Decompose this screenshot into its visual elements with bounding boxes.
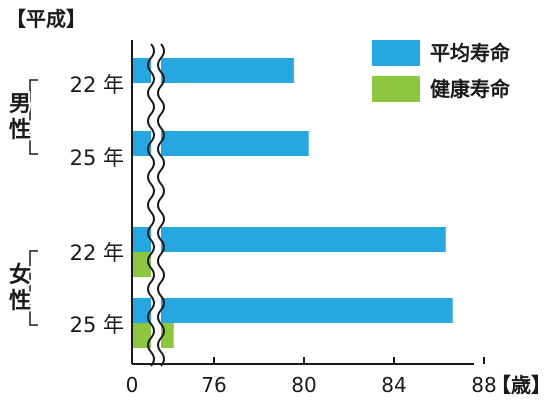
group-label-0-char-0: 男 — [9, 92, 31, 117]
legend-swatch-average — [372, 40, 420, 66]
legend-label-healthy: 健康寿命 — [430, 77, 510, 101]
bar-average-2 — [133, 227, 446, 252]
x-tick-label-4: 88 — [471, 373, 496, 397]
category-label-3: 25 年 — [70, 313, 124, 337]
era-label: 【平成】 — [6, 7, 86, 31]
category-label-2: 22 年 — [70, 241, 124, 265]
group-bracket-1 — [29, 250, 38, 326]
category-label-0: 22 年 — [70, 73, 124, 97]
legend-swatch-healthy — [372, 76, 420, 102]
axis-break-wave-right — [157, 43, 165, 367]
x-tick-label-1: 76 — [201, 373, 226, 397]
legend-label-average: 平均寿命 — [430, 41, 510, 65]
group-label-1-char-0: 女 — [9, 262, 31, 288]
category-label-1: 25 年 — [70, 146, 124, 170]
group-label-1-char-1: 性 — [9, 289, 31, 314]
x-tick-label-3: 84 — [381, 373, 406, 397]
bar-average-1 — [133, 131, 309, 156]
group-label-0-char-1: 性 — [9, 118, 31, 143]
axis-break-gap — [151, 42, 161, 362]
x-tick-label-2: 80 — [291, 373, 316, 397]
bar-average-3 — [133, 298, 453, 323]
unit-label: 【歳】 — [491, 373, 551, 397]
group-bracket-0 — [29, 79, 38, 155]
x-tick-label-0: 0 — [126, 373, 139, 397]
axis-break-wave-left — [147, 43, 155, 367]
